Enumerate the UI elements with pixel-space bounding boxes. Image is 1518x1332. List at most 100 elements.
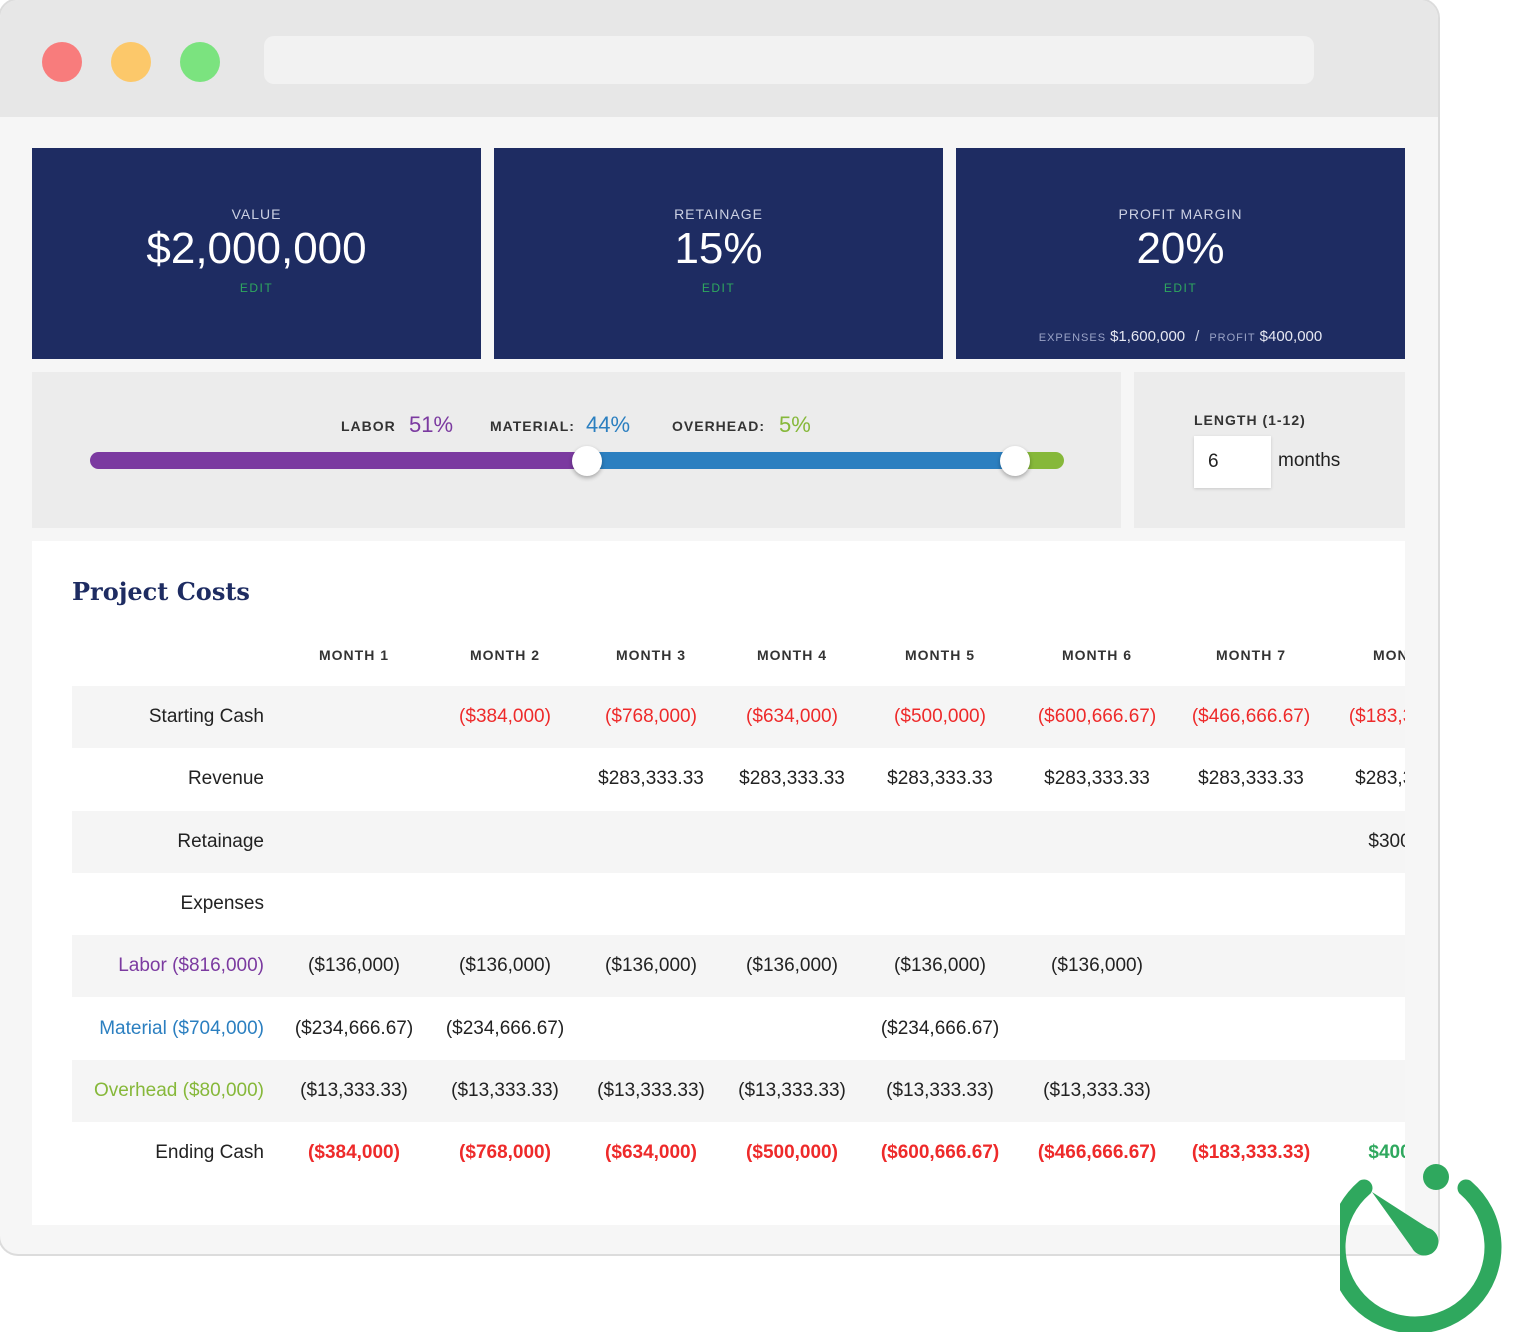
month-header: MONTH 3 <box>616 647 686 663</box>
edit-retainage-link[interactable]: EDIT <box>701 281 736 295</box>
row-label: Labor ($816,000) <box>118 955 264 977</box>
table-cell: ($13,333.33) <box>738 1079 846 1101</box>
material-percent: 44% <box>586 412 631 437</box>
project-costs-title: Project Costs <box>72 577 250 606</box>
table-cell: ($768,000) <box>605 706 697 727</box>
table-cell: ($13,333.33) <box>300 1079 408 1101</box>
expenses-value: $1,600,000 <box>1110 328 1186 345</box>
table-cell: ($234,666.67) <box>294 1017 414 1039</box>
expenses-label: EXPENSES <box>1038 332 1107 344</box>
profit-margin-amount: 20% <box>1136 224 1225 273</box>
close-window-button[interactable] <box>42 42 82 82</box>
stopwatch-logo-icon <box>1340 1164 1502 1332</box>
table-cell: ($136,000) <box>605 955 697 977</box>
overhead-label: OVERHEAD: <box>672 418 766 434</box>
retainage-amount: 15% <box>674 224 763 273</box>
table-row: Overhead ($80,000) ($13,333.33) ($13,333.3… <box>72 1059 1405 1122</box>
length-unit: months <box>1278 450 1341 471</box>
table-cell: ($466,666.67) <box>1191 706 1311 727</box>
table-cell: ($13,333.33) <box>451 1079 559 1101</box>
table-cell: $283,333.33 <box>598 768 704 790</box>
table-row: Starting Cash ($384,000) ($768,000) ($634,0… <box>72 686 1405 748</box>
table-cell: ($634,000) <box>746 706 838 727</box>
labor-percent: 51% <box>409 412 454 437</box>
table-cell: ($600,666.67) <box>880 1142 1000 1164</box>
table-row: Revenue $283,333.33 $283,333.33 $283,333.33… <box>72 748 1405 810</box>
project-costs-section: Project Costs MONTH 1 MONTH 2 MONTH 3 MONTH… <box>32 541 1405 1225</box>
profit-margin-card: PROFIT MARGIN 20% EDIT EXPENSES $1,600,00… <box>956 148 1405 359</box>
month-header: MONTH 4 <box>757 647 827 663</box>
table-cell: ($234,666.67) <box>445 1017 565 1039</box>
material-label: MATERIAL: <box>490 418 575 434</box>
table-cell: ($234,666.67) <box>880 1017 1000 1039</box>
table-cell: $400,000 <box>1368 1142 1405 1164</box>
maximize-window-button[interactable] <box>180 42 220 82</box>
retainage-card: RETAINAGE 15% EDIT <box>494 148 943 359</box>
edit-profit-margin-link[interactable]: EDIT <box>1163 281 1198 295</box>
month-header: MONTH 7 <box>1216 647 1286 663</box>
minimize-window-button[interactable] <box>111 42 151 82</box>
month-header: MONTH 1 <box>319 647 389 663</box>
month-header: MONTH 5 <box>905 647 975 663</box>
table-row: Retainage $300,000 <box>72 810 1405 873</box>
table-cell: ($768,000) <box>459 1142 551 1164</box>
table-cell: ($500,000) <box>746 1142 838 1164</box>
table-cell: ($600,666.67) <box>1037 706 1157 727</box>
table-cell: $283,333.33 <box>887 768 993 790</box>
table-row: Material ($704,000) ($234,666.67) ($234,66… <box>72 998 1405 1060</box>
material-overhead-slider-handle[interactable] <box>1000 446 1031 476</box>
table-cell: ($136,000) <box>459 955 551 977</box>
table-row: Labor ($816,000) ($136,000) ($136,000) ($13… <box>72 935 1405 998</box>
table-cell: $283,333.33 <box>1355 768 1405 790</box>
retainage-label: RETAINAGE <box>674 206 763 222</box>
row-label: Retainage <box>177 830 264 852</box>
row-label: Expenses <box>180 892 264 914</box>
profit-label: PROFIT <box>1209 332 1256 344</box>
cost-split-panel: LABOR 51% MATERIAL: 44% OVERHEAD: 5% <box>32 372 1121 528</box>
table-cell: ($13,333.33) <box>1043 1079 1151 1101</box>
month-header: MONTH 2 <box>470 647 540 663</box>
table-cell: ($466,666.67) <box>1037 1142 1157 1164</box>
row-label: Starting Cash <box>148 706 264 727</box>
row-label: Ending Cash <box>155 1142 264 1164</box>
value-card: VALUE $2,000,000 EDIT <box>32 148 481 359</box>
edit-value-link[interactable]: EDIT <box>239 281 274 295</box>
table-cell: ($634,000) <box>605 1142 697 1164</box>
month-header: MONTH 8 <box>1373 647 1405 663</box>
table-cell: $300,000 <box>1368 830 1405 852</box>
month-header: MONTH 6 <box>1062 647 1132 663</box>
labor-label: LABOR <box>341 418 396 434</box>
table-cell: ($384,000) <box>308 1142 400 1164</box>
row-label: Overhead ($80,000) <box>93 1079 264 1101</box>
table-cell: ($136,000) <box>894 955 986 977</box>
table-cell: ($384,000) <box>459 706 551 727</box>
value-label: VALUE <box>231 206 282 222</box>
breakdown-separator: / <box>1195 328 1200 345</box>
browser-window: VALUE $2,000,000 EDIT RETAINAGE 15% EDIT… <box>0 0 1438 1225</box>
table-cell: ($136,000) <box>1051 955 1143 977</box>
table-cell: ($183,333.33) <box>1191 1142 1311 1164</box>
row-label: Revenue <box>187 768 264 790</box>
table-cell: $283,333.33 <box>1044 768 1150 790</box>
table-cell: ($13,333.33) <box>886 1079 994 1101</box>
table-cell: $283,333.33 <box>739 768 845 790</box>
table-cell: $283,333.33 <box>1198 768 1304 790</box>
value-amount: $2,000,000 <box>146 224 367 273</box>
row-label: Material ($704,000) <box>99 1017 264 1039</box>
address-bar[interactable] <box>264 36 1314 84</box>
table-cell: ($136,000) <box>308 955 400 977</box>
labor-material-slider-handle[interactable] <box>571 446 602 476</box>
material-track-segment <box>577 452 1025 469</box>
labor-track-segment <box>90 452 596 469</box>
overhead-percent: 5% <box>779 412 811 437</box>
profit-value: $400,000 <box>1259 328 1323 345</box>
table-cell: ($136,000) <box>746 955 838 977</box>
table-cell: ($183,333.33) <box>1348 706 1405 727</box>
length-input[interactable] <box>1194 436 1271 488</box>
table-cell: ($13,333.33) <box>597 1079 705 1101</box>
table-row: Ending Cash ($384,000) ($768,000) ($634,000… <box>72 1122 1405 1184</box>
table-row: Expenses <box>72 873 1405 935</box>
length-label: LENGTH (1-12) <box>1194 412 1306 428</box>
length-panel: LENGTH (1-12) months <box>1134 372 1405 528</box>
table-cell: ($500,000) <box>894 706 986 727</box>
